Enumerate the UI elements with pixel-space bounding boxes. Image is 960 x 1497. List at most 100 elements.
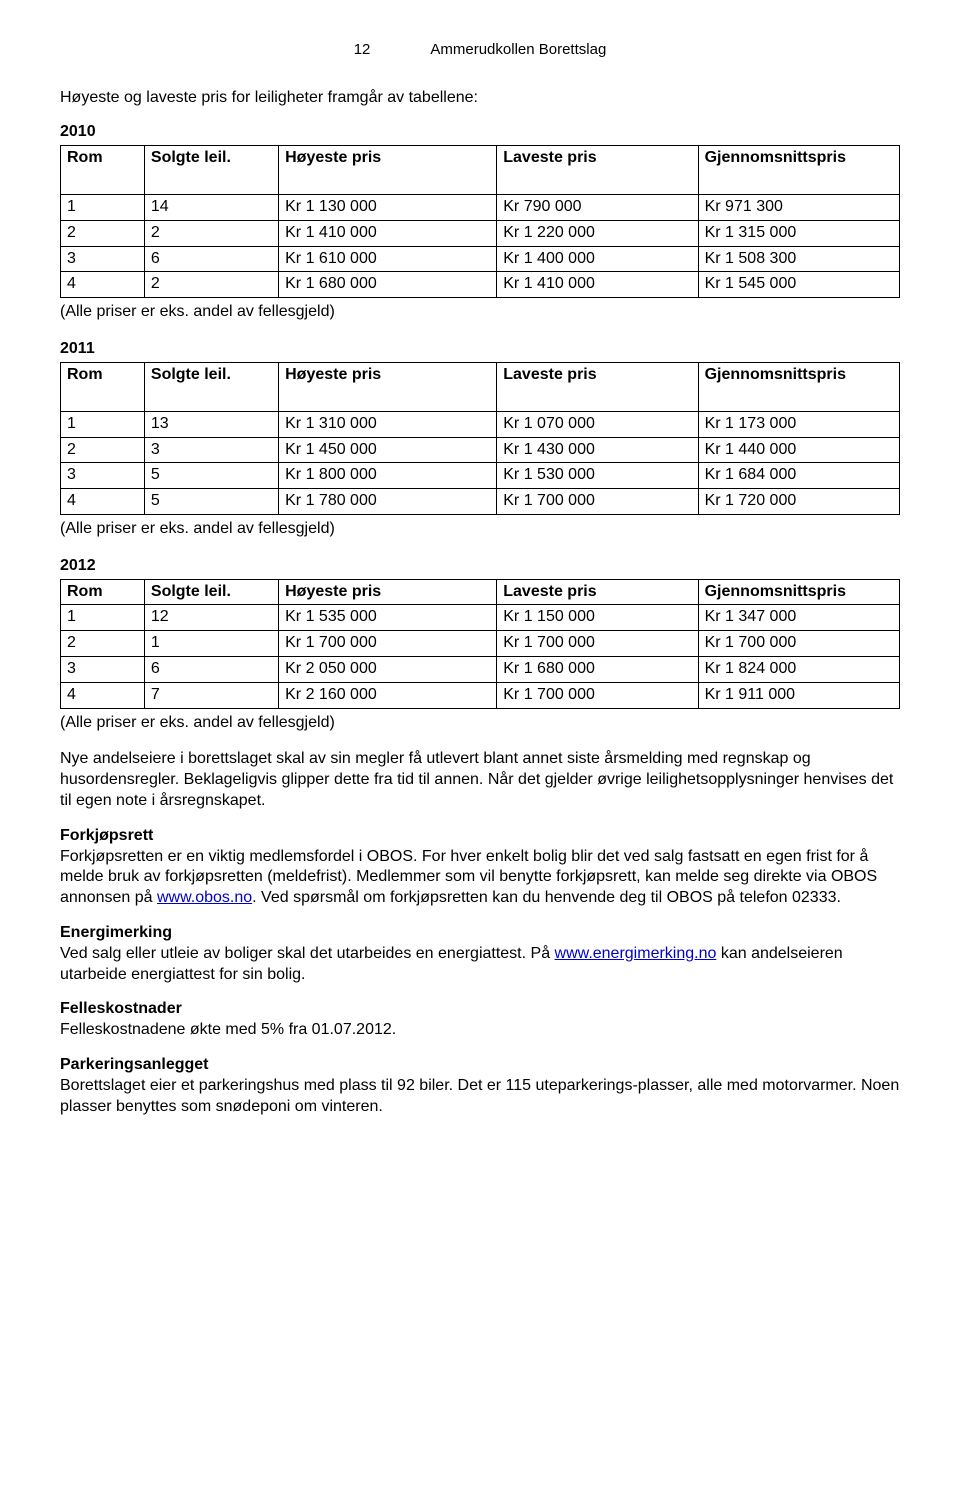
cell-rom: 2 — [61, 437, 145, 463]
cell-rom: 1 — [61, 411, 145, 437]
cell-solgte: 12 — [144, 605, 278, 631]
col-rom: Rom — [61, 362, 145, 411]
cell-solgte: 13 — [144, 411, 278, 437]
table-row: 114Kr 1 130 000Kr 790 000Kr 971 300 — [61, 195, 900, 221]
cell-hoy: Kr 1 535 000 — [279, 605, 497, 631]
cell-solgte: 3 — [144, 437, 278, 463]
cell-hoy: Kr 1 410 000 — [279, 220, 497, 246]
felles-text: Felleskostnadene økte med 5% fra 01.07.2… — [60, 1021, 396, 1038]
table-row: 47Kr 2 160 000Kr 1 700 000Kr 1 911 000 — [61, 682, 900, 708]
cell-rom: 4 — [61, 489, 145, 515]
year-2012: 2012 — [60, 556, 900, 577]
cell-hoy: Kr 1 310 000 — [279, 411, 497, 437]
paragraph-felles: Felleskostnader Felleskostnadene økte me… — [60, 999, 900, 1041]
cell-hoy: Kr 1 700 000 — [279, 631, 497, 657]
col-hoy: Høyeste pris — [279, 362, 497, 411]
park-title: Parkeringsanlegget — [60, 1056, 209, 1073]
col-gj: Gjennomsnittspris — [698, 579, 899, 605]
cell-gj: Kr 1 824 000 — [698, 657, 899, 683]
cell-hoy: Kr 1 800 000 — [279, 463, 497, 489]
col-lav: Laveste pris — [497, 579, 698, 605]
table-2012: Rom Solgte leil. Høyeste pris Laveste pr… — [60, 579, 900, 709]
col-solgte: Solgte leil. — [144, 146, 278, 195]
cell-hoy: Kr 1 450 000 — [279, 437, 497, 463]
note-2011: (Alle priser er eks. andel av fellesgjel… — [60, 519, 900, 540]
year-2010: 2010 — [60, 122, 900, 143]
col-hoy: Høyeste pris — [279, 579, 497, 605]
cell-hoy: Kr 1 130 000 — [279, 195, 497, 221]
paragraph-park: Parkeringsanlegget Borettslaget eier et … — [60, 1055, 900, 1117]
cell-gj: Kr 1 440 000 — [698, 437, 899, 463]
cell-hoy: Kr 2 160 000 — [279, 682, 497, 708]
cell-gj: Kr 1 720 000 — [698, 489, 899, 515]
cell-gj: Kr 1 684 000 — [698, 463, 899, 489]
cell-gj: Kr 1 347 000 — [698, 605, 899, 631]
table-2011: Rom Solgte leil. Høyeste pris Laveste pr… — [60, 362, 900, 515]
cell-lav: Kr 1 680 000 — [497, 657, 698, 683]
cell-hoy: Kr 2 050 000 — [279, 657, 497, 683]
col-solgte: Solgte leil. — [144, 579, 278, 605]
table-row: 36Kr 2 050 000Kr 1 680 000Kr 1 824 000 — [61, 657, 900, 683]
col-lav: Laveste pris — [497, 362, 698, 411]
cell-lav: Kr 1 150 000 — [497, 605, 698, 631]
cell-lav: Kr 790 000 — [497, 195, 698, 221]
table-row: 36Kr 1 610 000Kr 1 400 000Kr 1 508 300 — [61, 246, 900, 272]
cell-solgte: 7 — [144, 682, 278, 708]
cell-solgte: 5 — [144, 463, 278, 489]
cell-solgte: 5 — [144, 489, 278, 515]
table-row: 42Kr 1 680 000Kr 1 410 000Kr 1 545 000 — [61, 272, 900, 298]
col-gj: Gjennomsnittspris — [698, 362, 899, 411]
forkjop-link[interactable]: www.obos.no — [157, 889, 252, 906]
cell-gj: Kr 1 508 300 — [698, 246, 899, 272]
felles-title: Felleskostnader — [60, 1000, 182, 1017]
col-lav: Laveste pris — [497, 146, 698, 195]
cell-rom: 3 — [61, 246, 145, 272]
cell-lav: Kr 1 430 000 — [497, 437, 698, 463]
cell-gj: Kr 971 300 — [698, 195, 899, 221]
cell-lav: Kr 1 070 000 — [497, 411, 698, 437]
park-text: Borettslaget eier et parkeringshus med p… — [60, 1077, 899, 1115]
cell-rom: 2 — [61, 220, 145, 246]
energi-link[interactable]: www.energimerking.no — [555, 945, 717, 962]
page-number: 12 — [354, 40, 371, 60]
org-name: Ammerudkollen Borettslag — [430, 40, 606, 60]
cell-solgte: 2 — [144, 272, 278, 298]
note-2010: (Alle priser er eks. andel av fellesgjel… — [60, 302, 900, 323]
paragraph-forkjop: Forkjøpsrett Forkjøpsretten er en viktig… — [60, 826, 900, 909]
cell-rom: 1 — [61, 195, 145, 221]
cell-gj: Kr 1 545 000 — [698, 272, 899, 298]
table-row: 113Kr 1 310 000Kr 1 070 000Kr 1 173 000 — [61, 411, 900, 437]
table-2010: Rom Solgte leil. Høyeste pris Laveste pr… — [60, 145, 900, 298]
cell-rom: 3 — [61, 657, 145, 683]
cell-lav: Kr 1 530 000 — [497, 463, 698, 489]
cell-gj: Kr 1 173 000 — [698, 411, 899, 437]
col-hoy: Høyeste pris — [279, 146, 497, 195]
col-gj: Gjennomsnittspris — [698, 146, 899, 195]
forkjop-title: Forkjøpsrett — [60, 827, 153, 844]
cell-rom: 1 — [61, 605, 145, 631]
cell-lav: Kr 1 700 000 — [497, 631, 698, 657]
note-2012: (Alle priser er eks. andel av fellesgjel… — [60, 713, 900, 734]
col-rom: Rom — [61, 146, 145, 195]
cell-solgte: 1 — [144, 631, 278, 657]
cell-lav: Kr 1 220 000 — [497, 220, 698, 246]
cell-rom: 4 — [61, 682, 145, 708]
col-solgte: Solgte leil. — [144, 362, 278, 411]
table-row: 22Kr 1 410 000Kr 1 220 000Kr 1 315 000 — [61, 220, 900, 246]
cell-hoy: Kr 1 680 000 — [279, 272, 497, 298]
intro-text: Høyeste og laveste pris for leiligheter … — [60, 88, 900, 109]
page-header: 12 Ammerudkollen Borettslag — [60, 40, 900, 60]
cell-rom: 3 — [61, 463, 145, 489]
col-rom: Rom — [61, 579, 145, 605]
table-row: 21Kr 1 700 000Kr 1 700 000Kr 1 700 000 — [61, 631, 900, 657]
cell-rom: 2 — [61, 631, 145, 657]
cell-rom: 4 — [61, 272, 145, 298]
cell-solgte: 2 — [144, 220, 278, 246]
paragraph-nye: Nye andelseiere i borettslaget skal av s… — [60, 749, 900, 811]
energi-title: Energimerking — [60, 924, 172, 941]
cell-lav: Kr 1 700 000 — [497, 682, 698, 708]
cell-hoy: Kr 1 780 000 — [279, 489, 497, 515]
paragraph-energi: Energimerking Ved salg eller utleie av b… — [60, 923, 900, 985]
energi-text-1: Ved salg eller utleie av boliger skal de… — [60, 945, 555, 962]
forkjop-text-2: . Ved spørsmål om forkjøpsretten kan du … — [252, 889, 841, 906]
